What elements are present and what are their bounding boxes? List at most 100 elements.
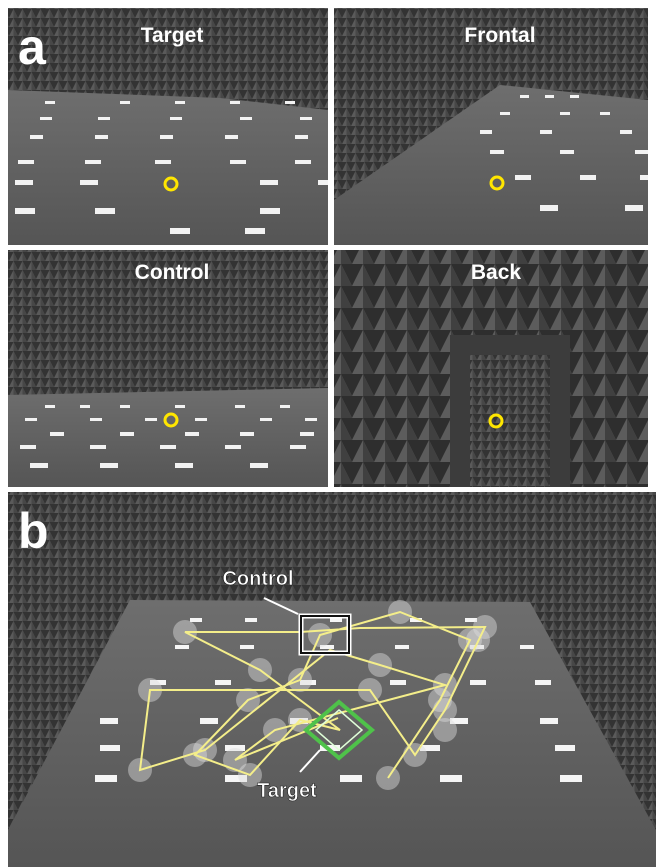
floor-marker xyxy=(555,745,575,751)
floor-marker xyxy=(560,112,570,115)
floor-marker xyxy=(175,101,185,104)
floor-marker xyxy=(200,718,218,724)
floor-marker xyxy=(98,117,110,120)
floor-marker xyxy=(95,208,115,214)
floor-marker xyxy=(170,228,190,234)
floor-marker xyxy=(440,775,462,782)
annotation: Target xyxy=(257,780,317,802)
overview xyxy=(8,492,656,867)
floor-marker xyxy=(40,117,52,120)
floor-marker xyxy=(20,445,36,449)
view-control xyxy=(8,250,328,487)
floor-marker xyxy=(340,775,362,782)
floor-marker xyxy=(535,680,551,685)
floor-marker xyxy=(145,418,157,421)
floor-marker xyxy=(175,463,193,468)
floor-marker xyxy=(25,418,37,421)
floor-marker xyxy=(560,775,582,782)
view-title: Frontal xyxy=(464,24,535,47)
floor-marker xyxy=(50,432,64,436)
view-title: Target xyxy=(141,24,204,47)
floor-marker xyxy=(230,160,246,164)
floor-marker xyxy=(185,432,199,436)
floor-marker xyxy=(225,445,241,449)
floor-marker xyxy=(260,418,272,421)
floor-marker xyxy=(100,463,118,468)
floor-marker xyxy=(90,445,106,449)
floor-marker xyxy=(620,130,632,134)
floor-marker xyxy=(305,418,317,421)
floor-marker xyxy=(175,405,185,408)
floor-marker xyxy=(580,175,596,180)
floor-marker xyxy=(540,130,552,134)
floor-marker xyxy=(170,117,182,120)
floor-marker xyxy=(120,101,130,104)
floor-marker xyxy=(300,432,314,436)
floor-marker xyxy=(80,180,98,185)
floor-marker xyxy=(300,117,312,120)
floor-marker xyxy=(225,135,238,139)
floor-marker xyxy=(515,175,531,180)
floor-marker xyxy=(540,205,558,211)
floor-marker xyxy=(240,432,254,436)
floor-marker xyxy=(245,618,257,622)
floor-marker xyxy=(250,463,268,468)
floor-marker xyxy=(635,150,649,154)
floor-marker xyxy=(240,645,254,649)
floor-marker xyxy=(160,445,176,449)
floor-marker xyxy=(30,463,48,468)
panel-label: a xyxy=(18,19,47,75)
floor-marker xyxy=(625,205,643,211)
floor-marker xyxy=(155,160,171,164)
floor-marker xyxy=(15,208,35,214)
floor-marker xyxy=(215,680,231,685)
floor-marker xyxy=(230,101,240,104)
floor-marker xyxy=(540,718,558,724)
floor-marker xyxy=(100,718,118,724)
figure: a Target Frontal Control Back b Control … xyxy=(0,0,656,867)
floor-marker xyxy=(30,135,43,139)
floor-marker xyxy=(500,112,510,115)
floor-marker xyxy=(520,645,534,649)
floor-marker xyxy=(95,135,108,139)
floor-marker xyxy=(290,445,306,449)
floor-marker xyxy=(560,150,574,154)
floor-marker xyxy=(100,745,120,751)
view-title: Back xyxy=(471,261,522,284)
floor-marker xyxy=(240,117,252,120)
floor-marker xyxy=(640,175,656,180)
floor-marker xyxy=(80,405,90,408)
floor-marker xyxy=(18,160,34,164)
floor-marker xyxy=(90,418,102,421)
floor-marker xyxy=(245,228,265,234)
floor-marker xyxy=(390,680,406,685)
floor-marker xyxy=(280,405,290,408)
floor-marker xyxy=(520,95,529,98)
floor-marker xyxy=(95,775,117,782)
floor-marker xyxy=(480,130,492,134)
floor-marker xyxy=(235,405,245,408)
floor-marker xyxy=(570,95,579,98)
floor-marker xyxy=(330,618,342,622)
view-title: Control xyxy=(135,261,210,284)
floor-marker xyxy=(545,95,554,98)
floor-marker xyxy=(195,418,207,421)
floor-marker xyxy=(600,112,610,115)
floor-marker xyxy=(120,405,130,408)
floor-marker xyxy=(120,432,134,436)
floor-marker xyxy=(85,160,101,164)
floor-marker xyxy=(395,645,409,649)
floor-marker xyxy=(470,680,486,685)
annotation: Control xyxy=(222,568,293,590)
floor-marker xyxy=(45,101,55,104)
panel-label: b xyxy=(18,503,49,559)
floor-marker xyxy=(190,618,202,622)
floor-marker xyxy=(490,150,504,154)
floor-marker xyxy=(295,160,311,164)
floor-marker xyxy=(285,101,295,104)
floor-marker xyxy=(295,135,308,139)
floor-marker xyxy=(260,180,278,185)
floor-marker xyxy=(260,208,280,214)
view-back xyxy=(334,250,648,487)
floor-marker xyxy=(160,135,173,139)
